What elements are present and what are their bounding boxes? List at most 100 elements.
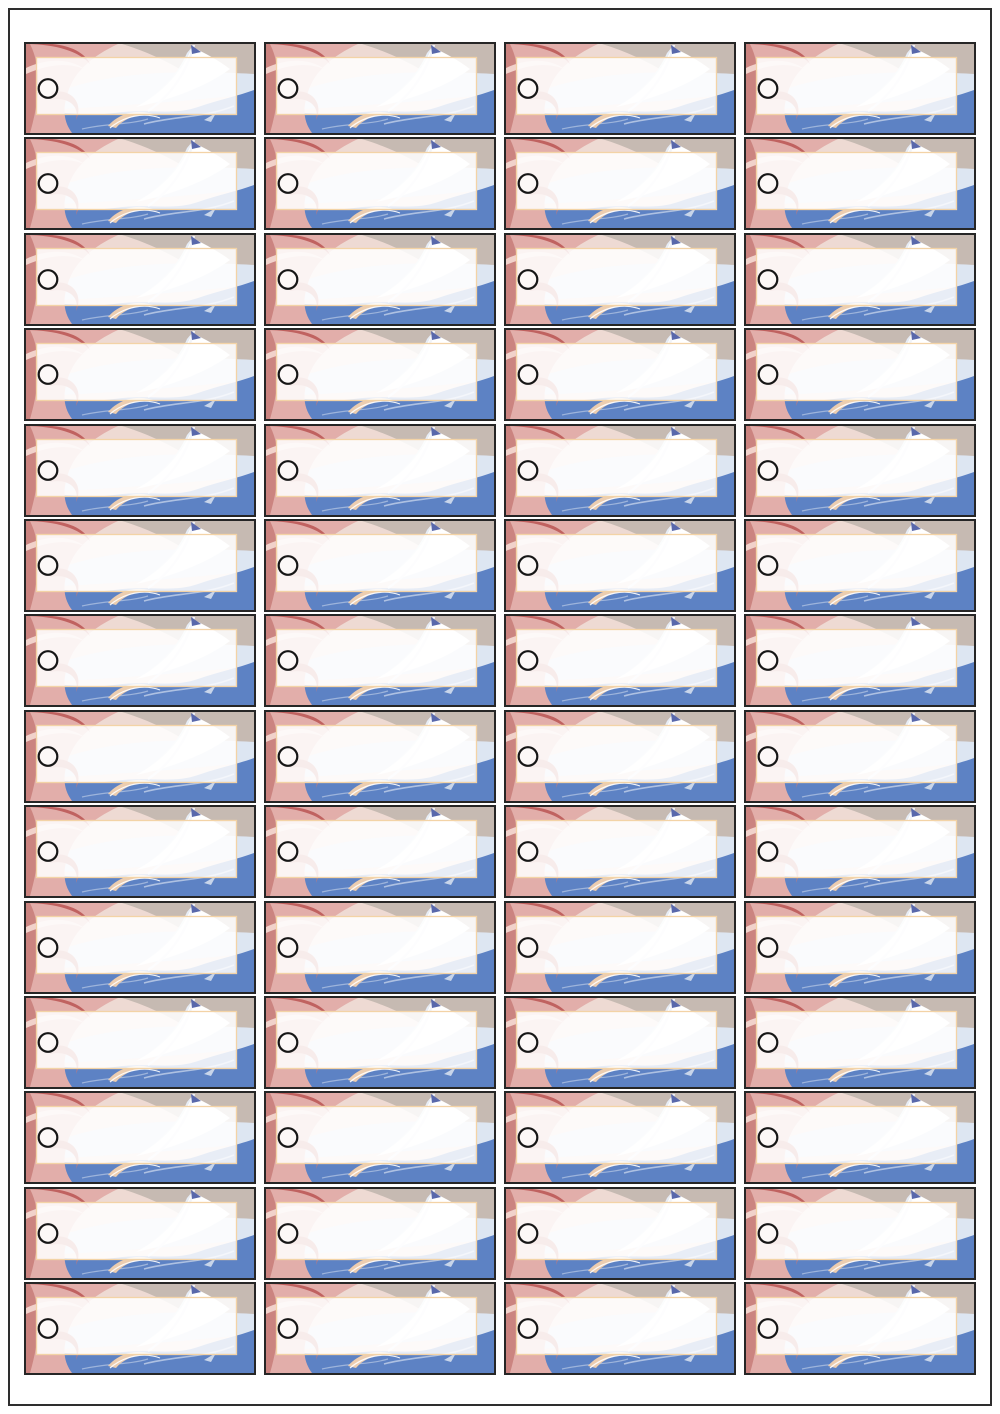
writing-panel — [35, 343, 238, 402]
label-artwork — [746, 139, 974, 229]
writing-panel — [275, 56, 478, 116]
hole-punch-icon — [757, 459, 779, 481]
label-grid — [24, 42, 976, 1376]
writing-panel — [755, 724, 958, 783]
pennant-icon — [191, 903, 201, 913]
label-tag — [24, 614, 256, 708]
label-artwork — [746, 234, 974, 324]
label-tag — [264, 614, 496, 708]
label-artwork — [26, 425, 254, 515]
pennant-icon — [191, 140, 201, 150]
label-tag — [504, 328, 736, 422]
writing-panel — [515, 438, 718, 497]
writing-panel — [755, 152, 958, 211]
hole-punch-icon — [277, 841, 299, 863]
pennant-icon — [911, 998, 921, 1008]
label-artwork — [26, 330, 254, 420]
hole-punch-icon — [277, 936, 299, 958]
hole-punch-icon — [517, 173, 539, 195]
writing-panel — [755, 533, 958, 593]
writing-panel — [35, 629, 238, 688]
writing-panel — [275, 1010, 478, 1070]
pennant-icon — [191, 1094, 201, 1104]
writing-panel — [515, 1296, 718, 1356]
writing-panel — [35, 1201, 238, 1260]
hole-punch-icon — [277, 173, 299, 195]
label-tag — [744, 614, 976, 708]
hole-punch-icon — [517, 650, 539, 672]
hole-punch-icon — [757, 364, 779, 386]
label-tag — [744, 709, 976, 803]
label-artwork — [266, 1093, 494, 1183]
hole-punch-icon — [277, 745, 299, 767]
label-tag — [264, 232, 496, 326]
hole-punch-icon — [37, 1127, 59, 1149]
label-artwork — [26, 520, 254, 610]
writing-panel — [35, 533, 238, 593]
label-artwork — [26, 234, 254, 324]
pennant-icon — [191, 426, 201, 436]
hole-punch-icon — [37, 78, 59, 99]
hole-punch-icon — [37, 841, 59, 863]
label-tag — [744, 137, 976, 231]
pennant-icon — [431, 1189, 441, 1199]
label-tag — [504, 42, 736, 135]
hole-punch-icon — [757, 268, 779, 290]
label-tag — [24, 709, 256, 803]
pennant-icon — [431, 235, 441, 245]
label-artwork — [266, 1188, 494, 1278]
writing-panel — [275, 152, 478, 211]
writing-panel — [515, 724, 718, 783]
hole-punch-icon — [37, 173, 59, 195]
writing-panel — [755, 1296, 958, 1356]
label-artwork — [746, 807, 974, 897]
label-artwork — [266, 616, 494, 706]
writing-panel — [275, 629, 478, 688]
label-artwork — [506, 1093, 734, 1183]
pennant-icon — [431, 903, 441, 913]
label-tag — [504, 137, 736, 231]
label-artwork — [746, 44, 974, 133]
label-tag — [744, 518, 976, 612]
label-artwork — [746, 711, 974, 801]
writing-panel — [275, 343, 478, 402]
writing-panel — [755, 343, 958, 402]
label-artwork — [266, 425, 494, 515]
writing-panel — [275, 819, 478, 879]
label-tag — [744, 1186, 976, 1280]
pennant-icon — [911, 140, 921, 150]
label-artwork — [266, 520, 494, 610]
writing-panel — [35, 1010, 238, 1070]
hole-punch-icon — [37, 650, 59, 672]
label-tag — [264, 42, 496, 135]
hole-punch-icon — [517, 78, 539, 99]
label-artwork — [746, 425, 974, 515]
pennant-icon — [671, 1285, 681, 1295]
pennant-icon — [191, 998, 201, 1008]
writing-panel — [275, 915, 478, 974]
label-artwork — [746, 902, 974, 992]
pennant-icon — [671, 426, 681, 436]
hole-punch-icon — [517, 841, 539, 863]
writing-panel — [275, 438, 478, 497]
label-tag — [504, 709, 736, 803]
pennant-icon — [431, 808, 441, 818]
label-tag — [504, 518, 736, 612]
hole-punch-icon — [757, 936, 779, 958]
pennant-icon — [191, 235, 201, 245]
pennant-icon — [911, 712, 921, 722]
label-artwork — [26, 902, 254, 992]
writing-panel — [35, 1106, 238, 1165]
label-artwork — [266, 234, 494, 324]
label-artwork — [506, 1188, 734, 1278]
label-artwork — [26, 1188, 254, 1278]
label-tag — [504, 805, 736, 899]
pennant-icon — [191, 331, 201, 341]
label-tag — [24, 328, 256, 422]
pennant-icon — [191, 521, 201, 531]
pennant-icon — [671, 712, 681, 722]
hole-punch-icon — [757, 555, 779, 576]
hole-punch-icon — [37, 364, 59, 386]
hole-punch-icon — [277, 364, 299, 386]
